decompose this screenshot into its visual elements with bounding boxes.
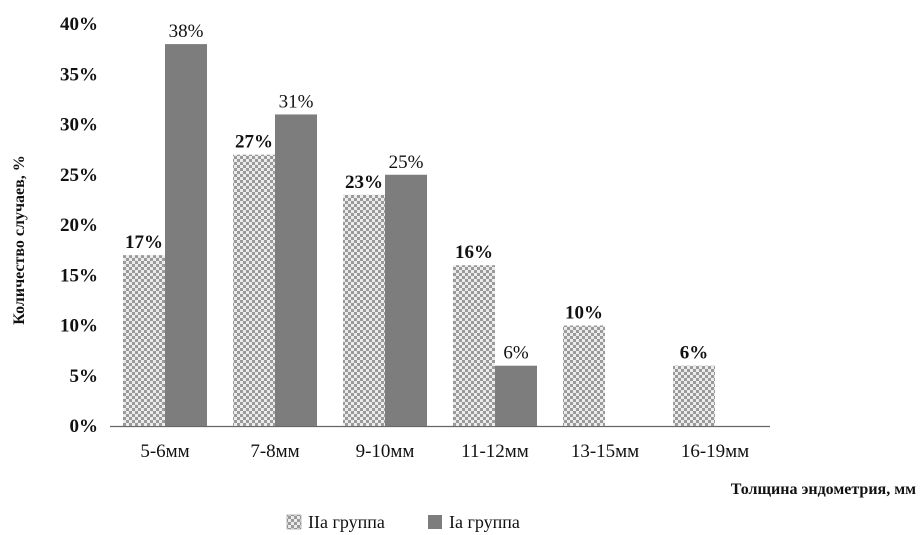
data-label-iia: 16% (455, 242, 493, 263)
y-tick-label: 10% (60, 316, 98, 337)
data-label-iia: 27% (235, 132, 273, 153)
bar-iia (343, 194, 385, 426)
x-tick-label: 5-6мм (140, 441, 189, 462)
bar-ia (165, 44, 207, 426)
data-label-iia: 23% (345, 172, 383, 193)
bar-ia (495, 365, 537, 426)
bar-ia (275, 114, 317, 426)
x-tick-label: 16-19мм (681, 441, 749, 462)
y-axis-title: Количество случаев, % (11, 155, 28, 324)
y-tick-label: 35% (60, 64, 98, 85)
data-label-iia: 17% (125, 232, 163, 253)
data-label-ia: 38% (169, 21, 204, 42)
bar-iia (673, 365, 715, 426)
data-labels: 17% 27% 23% 16% 10% 6% 38% 31% 25% 6% (125, 21, 708, 364)
bar-iia (563, 325, 605, 426)
bar-iia (233, 154, 275, 426)
y-tick-label: 5% (70, 366, 99, 387)
legend-label-iia: IIa группа (308, 512, 385, 532)
data-label-ia: 6% (503, 343, 529, 364)
legend: IIa группа Ia группа (286, 512, 520, 532)
data-label-ia: 25% (389, 152, 424, 173)
bars (123, 44, 715, 426)
x-axis-title: Толщина эндометрия, мм (731, 481, 916, 498)
legend-label-ia: Ia группа (449, 512, 520, 532)
y-tick-label: 25% (60, 165, 98, 186)
bar-iia (123, 255, 165, 426)
x-tick-label: 13-15мм (571, 441, 639, 462)
legend-swatch-iia (286, 514, 302, 530)
x-tick-label: 11-12мм (461, 441, 529, 462)
y-tick-label: 15% (60, 265, 98, 286)
x-axis: 5-6мм 7-8мм 9-10мм 11-12мм 13-15мм 16-19мм (110, 425, 770, 462)
y-tick-label: 0% (70, 416, 99, 437)
x-tick-label: 9-10мм (356, 441, 415, 462)
bar-ia (385, 174, 427, 426)
y-tick-label: 40% (60, 14, 98, 35)
data-label-ia: 31% (279, 91, 314, 112)
data-label-iia: 6% (680, 343, 709, 364)
bar-iia (453, 265, 495, 426)
legend-swatch-ia (428, 515, 442, 529)
y-tick-label: 30% (60, 115, 98, 136)
y-tick-label: 20% (60, 215, 98, 236)
data-label-iia: 10% (565, 303, 603, 324)
x-tick-label: 7-8мм (250, 441, 299, 462)
y-axis: 0% 5% 10% 15% 20% 25% 30% 35% 40% (60, 14, 98, 437)
